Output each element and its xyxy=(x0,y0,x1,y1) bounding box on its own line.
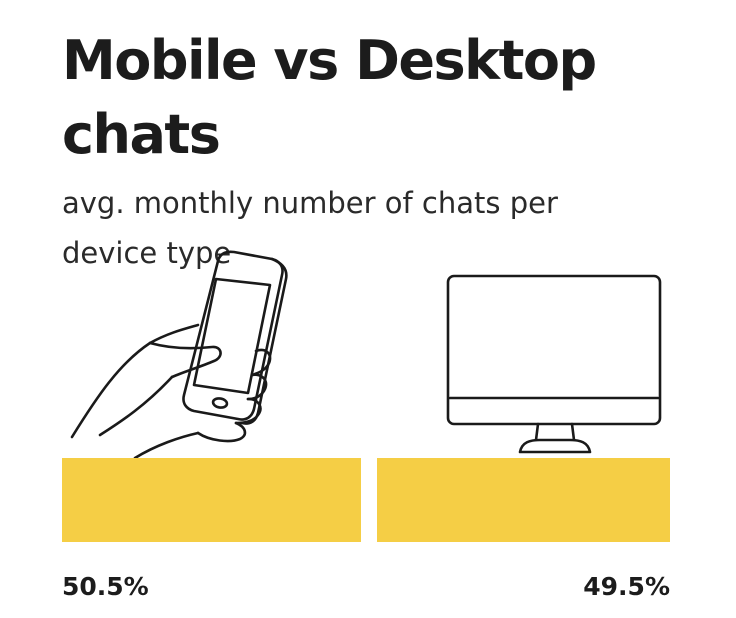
desktop-monitor-icon xyxy=(446,274,662,454)
bar-desktop xyxy=(377,458,670,542)
value-label-mobile: 50.5% xyxy=(62,572,149,601)
value-label-desktop: 49.5% xyxy=(583,572,670,601)
chart-subtitle: avg. monthly number of chats per device … xyxy=(62,186,558,270)
bar-mobile xyxy=(62,458,361,542)
chart-title: Mobile vs Desktop chats xyxy=(62,29,597,166)
hand-holding-smartphone-icon xyxy=(70,250,288,460)
